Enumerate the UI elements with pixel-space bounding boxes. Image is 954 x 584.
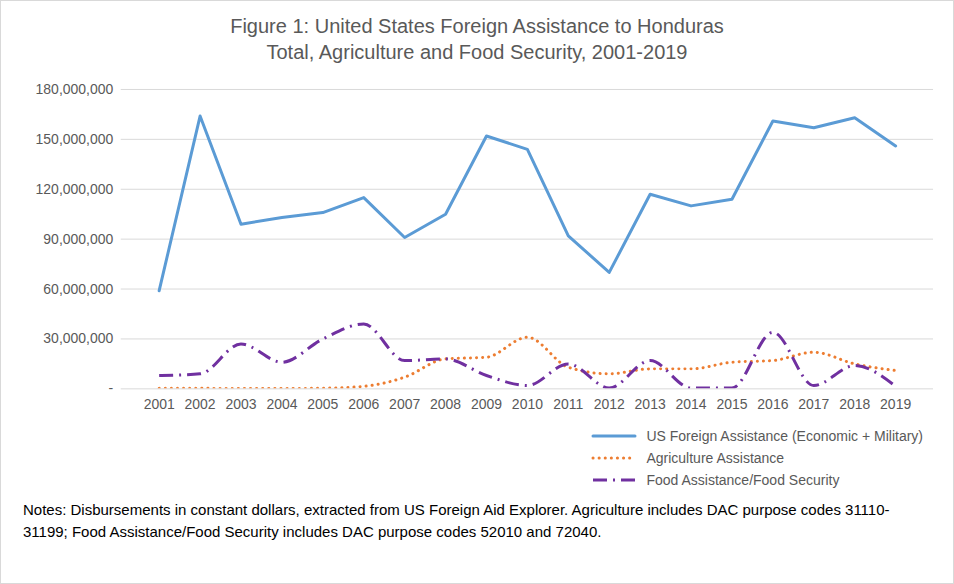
svg-text:2019: 2019 (880, 396, 911, 412)
html-text:Figure 1: United States Foreig: Figure 1: United States Foreign Assistan… (230, 15, 724, 37)
svg-text:2003: 2003 (225, 396, 256, 412)
svg-text:2001: 2001 (144, 396, 175, 412)
svg-text:2007: 2007 (389, 396, 420, 412)
svg-text:-: - (109, 380, 114, 396)
html-text:Total, Agriculture and Food Se: Total, Agriculture and Food Security, 20… (266, 41, 688, 63)
svg-text:180,000,000: 180,000,000 (36, 81, 114, 97)
svg-text:2005: 2005 (307, 396, 338, 412)
svg-text:2010: 2010 (512, 396, 543, 412)
svg-text:2008: 2008 (430, 396, 461, 412)
svg-text:2006: 2006 (348, 396, 379, 412)
svg-text:2012: 2012 (594, 396, 625, 412)
svg-text:150,000,000: 150,000,000 (36, 131, 114, 147)
svg-text:30,000,000: 30,000,000 (43, 330, 113, 346)
svg-text:60,000,000: 60,000,000 (43, 281, 113, 297)
svg-text:120,000,000: 120,000,000 (36, 181, 114, 197)
svg-text:2015: 2015 (716, 396, 747, 412)
html-text:Notes: Disbursements in consta: Notes: Disbursements in constant dollars… (23, 501, 890, 540)
svg-text:2004: 2004 (266, 396, 297, 412)
svg-text:2017: 2017 (798, 396, 829, 412)
html-text:Food Assistance/Food Security: Food Assistance/Food Security (646, 472, 840, 488)
svg-text:2002: 2002 (185, 396, 216, 412)
html-text:Agriculture Assistance: Agriculture Assistance (646, 450, 785, 466)
svg-text:2013: 2013 (635, 396, 666, 412)
svg-text:2009: 2009 (471, 396, 502, 412)
svg-text:2014: 2014 (676, 396, 707, 412)
svg-text:90,000,000: 90,000,000 (43, 231, 113, 247)
svg-text:2016: 2016 (757, 396, 788, 412)
svg-text:2011: 2011 (553, 396, 583, 412)
html-text:US Foreign Assistance (Economi: US Foreign Assistance (Economic + Milita… (646, 428, 923, 444)
svg-text:2018: 2018 (839, 396, 870, 412)
